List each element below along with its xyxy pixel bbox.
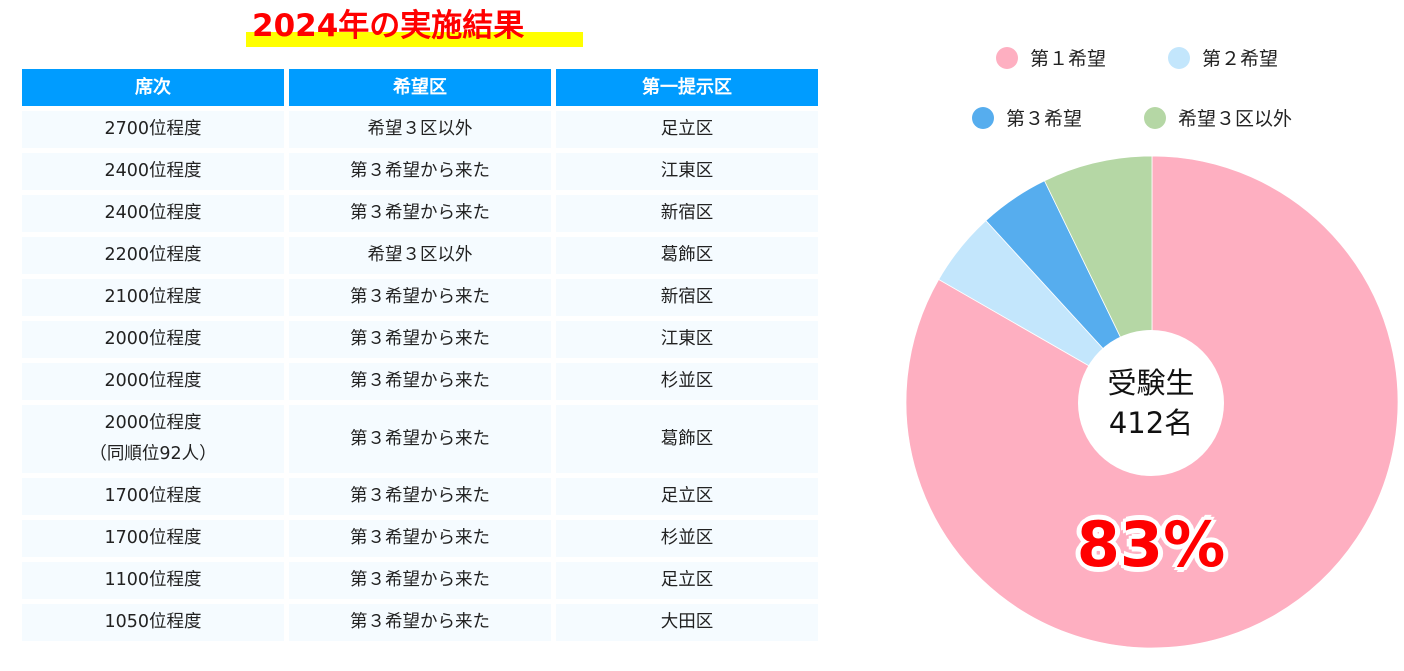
table-header-row: 席次 希望区 第一提示区	[22, 69, 818, 106]
pie-center-label: 受験生 412名	[1078, 330, 1224, 476]
header-rank: 席次	[22, 69, 284, 106]
cell-rank: 2000位程度	[22, 363, 284, 400]
table-row: 2000位程度 第３希望から来た 江東区	[22, 321, 818, 358]
legend-label: 希望３区以外	[1178, 108, 1293, 130]
rank-text: 1700位程度	[104, 486, 202, 506]
table-row: 2000位程度 （同順位92人） 第３希望から来た 葛飾区	[22, 405, 818, 473]
cell-rank: 2400位程度	[22, 153, 284, 190]
cell-rank: 2000位程度 （同順位92人）	[22, 405, 284, 473]
table-row: 2100位程度 第３希望から来た 新宿区	[22, 279, 818, 316]
table-row: 2000位程度 第３希望から来た 杉並区	[22, 363, 818, 400]
rank-text: 2400位程度	[104, 161, 202, 181]
legend-label: 第３希望	[1006, 108, 1083, 130]
cell-district: 江東区	[556, 153, 818, 190]
cell-rank: 1100位程度	[22, 562, 284, 599]
table-row: 1100位程度 第３希望から来た 足立区	[22, 562, 818, 599]
cell-rank: 2000位程度	[22, 321, 284, 358]
legend-item-other: 希望３区以外	[1144, 104, 1292, 131]
cell-wish: 第３希望から来た	[289, 405, 551, 473]
rank-text: 2100位程度	[104, 287, 202, 307]
title-block: 2024年の実施結果	[246, 4, 583, 50]
rank-text: 1050位程度	[104, 612, 202, 632]
title-highlight	[246, 32, 583, 47]
cell-wish: 希望３区以外	[289, 111, 551, 148]
cell-wish: 第３希望から来た	[289, 153, 551, 190]
cell-wish: 第３希望から来た	[289, 363, 551, 400]
rank-text: 2700位程度	[104, 119, 202, 139]
rank-text: 2000位程度	[104, 413, 202, 433]
cell-wish: 第３希望から来た	[289, 562, 551, 599]
page-title: 2024年の実施結果	[252, 8, 525, 44]
cell-district: 新宿区	[556, 195, 818, 232]
cell-district: 江東区	[556, 321, 818, 358]
center-label-line2: 412名	[1108, 406, 1194, 440]
legend-item-1st: 第１希望	[996, 44, 1106, 71]
table-row: 2700位程度 希望３区以外 足立区	[22, 111, 818, 148]
cell-wish: 第３希望から来た	[289, 520, 551, 557]
cell-wish: 第３希望から来た	[289, 321, 551, 358]
cell-district: 足立区	[556, 562, 818, 599]
legend-label: 第１希望	[1030, 48, 1107, 70]
legend-dot-icon	[996, 46, 1018, 69]
cell-rank: 1700位程度	[22, 520, 284, 557]
table-row: 1700位程度 第３希望から来た 足立区	[22, 478, 818, 515]
cell-wish: 希望３区以外	[289, 237, 551, 274]
cell-district: 足立区	[556, 478, 818, 515]
header-wish: 希望区	[289, 69, 551, 106]
table-row: 1700位程度 第３希望から来た 杉並区	[22, 520, 818, 557]
pie-slice	[906, 156, 1398, 648]
cell-rank: 2100位程度	[22, 279, 284, 316]
center-label-line1: 受験生	[1107, 366, 1195, 400]
cell-district: 大田区	[556, 604, 818, 641]
cell-rank: 1050位程度	[22, 604, 284, 641]
rank-text: 1100位程度	[104, 570, 202, 590]
header-district: 第一提示区	[556, 69, 818, 106]
cell-district: 新宿区	[556, 279, 818, 316]
legend-item-3rd: 第３希望	[972, 104, 1082, 131]
cell-district: 足立区	[556, 111, 818, 148]
rank-text: 2400位程度	[104, 203, 202, 223]
table-row: 2400位程度 第３希望から来た 江東区	[22, 153, 818, 190]
highlight-percentage: 83%	[1076, 508, 1226, 581]
cell-wish: 第３希望から来た	[289, 195, 551, 232]
cell-wish: 第３希望から来た	[289, 604, 551, 641]
cell-district: 杉並区	[556, 520, 818, 557]
table-row: 1050位程度 第３希望から来た 大田区	[22, 604, 818, 641]
legend-dot-icon	[1168, 46, 1190, 69]
rank-note: （同順位92人）	[89, 444, 217, 464]
legend-dot-icon	[972, 106, 994, 129]
cell-district: 杉並区	[556, 363, 818, 400]
cell-district: 葛飾区	[556, 237, 818, 274]
cell-wish: 第３希望から来た	[289, 279, 551, 316]
cell-rank: 2200位程度	[22, 237, 284, 274]
rank-text: 2200位程度	[104, 245, 202, 265]
legend-label: 第２希望	[1202, 48, 1279, 70]
legend-dot-icon	[1144, 106, 1166, 129]
cell-district: 葛飾区	[556, 405, 818, 473]
cell-rank: 1700位程度	[22, 478, 284, 515]
rank-text: 2000位程度	[104, 371, 202, 391]
rank-text: 2000位程度	[104, 329, 202, 349]
cell-wish: 第３希望から来た	[289, 478, 551, 515]
cell-rank: 2700位程度	[22, 111, 284, 148]
cell-rank: 2400位程度	[22, 195, 284, 232]
table-row: 2400位程度 第３希望から来た 新宿区	[22, 195, 818, 232]
table-row: 2200位程度 希望３区以外 葛飾区	[22, 237, 818, 274]
legend-item-2nd: 第２希望	[1168, 44, 1278, 71]
rank-text: 1700位程度	[104, 528, 202, 548]
